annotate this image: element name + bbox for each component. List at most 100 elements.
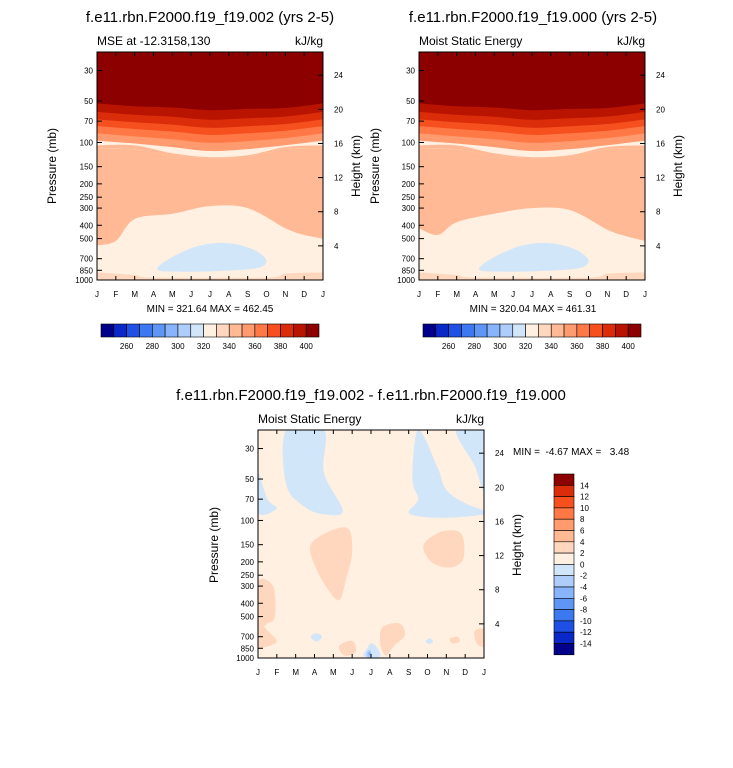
colorbar-box	[553, 530, 575, 543]
contour-negative-region	[310, 633, 322, 642]
x-tick-label: J	[256, 668, 260, 677]
colorbar-box	[553, 473, 575, 486]
y-tick-label: 700	[241, 633, 255, 642]
y-axis-label: Pressure (mb)	[207, 507, 221, 583]
colorbar-label: 6	[580, 527, 585, 536]
colorbar-label: -8	[580, 606, 588, 615]
y-tick-label: 400	[80, 221, 94, 230]
colorbar-box	[499, 323, 514, 338]
axes: J F M A M J J A S O N D J 30 50 70 100 150 200 250 300 400 500…	[236, 429, 504, 677]
colorbar-box	[553, 643, 575, 656]
colorbar-label: 260	[120, 342, 134, 351]
colorbar-box	[553, 575, 575, 588]
y-tick-label: 1000	[236, 654, 254, 663]
y-tick-label: 50	[406, 97, 415, 106]
colorbar-label: 380	[274, 342, 288, 351]
colorbar-box	[473, 323, 488, 338]
y-tick-label: 300	[241, 582, 255, 591]
panel-left-label: Moist Static Energy	[258, 412, 361, 426]
y-tick-label: 250	[241, 571, 255, 580]
colorbar-box	[525, 323, 539, 338]
y-right-tick-label: 8	[334, 208, 339, 217]
panel-difference: f.e11.rbn.F2000.f19_f19.002 - f.e11.rbn.…	[176, 387, 629, 677]
y-right-tick-label: 24	[656, 71, 665, 80]
colorbar-label: 360	[248, 342, 262, 351]
panel-left-label: MSE at -12.3158,130	[97, 34, 211, 48]
colorbar-label: -12	[580, 628, 592, 637]
y-right-tick-label: 20	[495, 483, 504, 492]
x-tick-label: M	[169, 290, 176, 299]
colorbar-box	[267, 323, 281, 338]
y-tick-label: 400	[241, 599, 255, 608]
contour-min-region	[479, 242, 589, 272]
y-right-tick-label: 12	[334, 174, 343, 183]
colorbar-box	[151, 323, 166, 338]
colorbar-label: 320	[519, 342, 533, 351]
panel-run-000: f.e11.rbn.F2000.f19_f19.000 (yrs 2-5) Mo…	[368, 9, 685, 351]
y-tick-label: 200	[402, 180, 416, 189]
colorbar-box	[553, 609, 575, 622]
x-tick-label: M	[131, 290, 138, 299]
x-tick-label: J	[511, 290, 515, 299]
panel-title: f.e11.rbn.F2000.f19_f19.002 - f.e11.rbn.…	[176, 387, 566, 404]
y-tick-label: 500	[80, 235, 94, 244]
min-max-stats: MIN = 321.64 MAX = 462.45	[147, 304, 274, 315]
colorbar-box	[241, 323, 256, 338]
colorbar-box	[113, 323, 127, 338]
x-tick-label: O	[585, 290, 591, 299]
x-tick-label: J	[350, 668, 354, 677]
y-right-tick-label: 4	[334, 242, 339, 251]
contour-negative-region	[425, 638, 434, 644]
x-tick-label: A	[548, 290, 554, 299]
colorbar-box	[203, 323, 217, 338]
x-tick-label: D	[623, 290, 629, 299]
contour-positive-region	[258, 578, 276, 631]
colorbar-label: 10	[580, 504, 589, 513]
contour-negative-region	[368, 651, 371, 656]
x-tick-label: A	[226, 290, 232, 299]
y-tick-label: 850	[80, 266, 94, 275]
colorbar-box	[563, 323, 578, 338]
contour-negative-region	[408, 430, 484, 518]
y-axis-label: Pressure (mb)	[45, 128, 59, 204]
colorbar-box	[422, 323, 437, 338]
y-right-tick-label: 24	[334, 71, 343, 80]
x-tick-label: A	[312, 668, 318, 677]
x-tick-label: F	[113, 290, 118, 299]
x-tick-label: J	[643, 290, 647, 299]
y-tick-label: 70	[84, 117, 93, 126]
y-tick-label: 700	[402, 255, 416, 264]
y-tick-label: 850	[241, 644, 255, 653]
x-tick-label: S	[567, 290, 572, 299]
y-tick-label: 50	[245, 475, 254, 484]
contour-band	[97, 148, 323, 246]
x-tick-label: N	[604, 290, 610, 299]
contour-negative-region	[455, 430, 484, 491]
y-axis-right-label: Height (km)	[510, 514, 524, 576]
colorbar-box	[553, 564, 575, 577]
colorbar-label: 360	[570, 342, 584, 351]
colorbar-label: 8	[580, 515, 585, 524]
y-tick-label: 250	[80, 193, 94, 202]
colorbar-label: 340	[223, 342, 237, 351]
y-tick-label: 100	[241, 516, 255, 525]
axes: J F M A M J J A S O N D J 30 50 70 100 150 200 250 300 400 500…	[75, 51, 343, 299]
colorbar-box	[126, 323, 140, 338]
y-tick-label: 150	[241, 541, 255, 550]
contour-band	[419, 52, 645, 111]
panel-right-label: kJ/kg	[617, 34, 645, 48]
y-right-tick-label: 4	[656, 242, 661, 251]
y-tick-label: 30	[406, 67, 415, 76]
y-tick-label: 300	[402, 204, 416, 213]
contour-plot	[419, 52, 645, 280]
colorbar-label: 4	[580, 538, 585, 547]
contour-positive-region	[309, 527, 353, 601]
min-max-stats: MIN = -4.67 MAX = 3.48	[513, 447, 630, 458]
colorbar-label: 320	[197, 342, 211, 351]
contour-positive-region	[474, 628, 484, 647]
y-right-tick-label: 8	[495, 586, 500, 595]
colorbar-box	[550, 323, 565, 338]
colorbar-box	[461, 323, 475, 338]
colorbar-box	[553, 631, 575, 644]
contour-band	[419, 148, 645, 241]
